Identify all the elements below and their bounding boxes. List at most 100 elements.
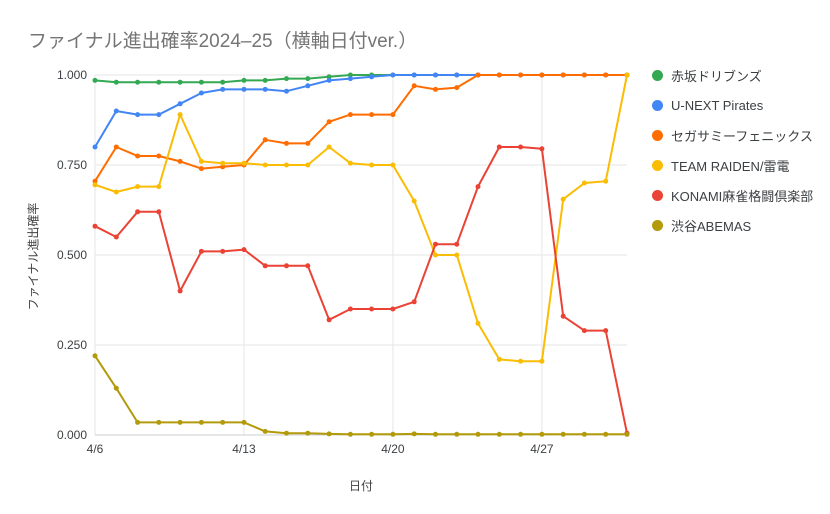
data-point bbox=[518, 358, 524, 364]
data-point bbox=[156, 112, 162, 118]
data-point bbox=[156, 209, 162, 215]
data-point bbox=[177, 158, 183, 164]
data-point bbox=[135, 419, 141, 425]
data-point bbox=[135, 79, 141, 85]
data-point bbox=[603, 328, 609, 334]
legend-label: 渋谷ABEMAS bbox=[671, 218, 752, 234]
data-point bbox=[518, 72, 524, 78]
data-point bbox=[113, 234, 119, 240]
data-point bbox=[241, 160, 247, 166]
data-point bbox=[539, 146, 545, 152]
data-point bbox=[262, 137, 268, 143]
data-point bbox=[156, 153, 162, 159]
data-point bbox=[262, 263, 268, 269]
data-point bbox=[113, 385, 119, 391]
data-point bbox=[92, 353, 98, 359]
data-point bbox=[390, 112, 396, 118]
legend-swatch-icon bbox=[652, 219, 663, 231]
data-point bbox=[326, 431, 332, 437]
data-point bbox=[475, 184, 481, 190]
data-point bbox=[305, 140, 311, 146]
data-point bbox=[198, 79, 204, 85]
data-point bbox=[220, 164, 226, 170]
data-point bbox=[284, 430, 289, 436]
series-line-4 bbox=[94, 146, 628, 435]
data-point bbox=[496, 356, 502, 362]
legend-swatch-icon bbox=[652, 69, 663, 81]
data-point bbox=[496, 431, 502, 437]
data-point bbox=[156, 184, 162, 190]
data-point bbox=[241, 77, 247, 83]
data-point bbox=[454, 85, 460, 91]
data-point bbox=[347, 160, 353, 166]
data-point bbox=[135, 112, 141, 118]
data-point bbox=[241, 247, 247, 253]
data-point bbox=[220, 86, 226, 92]
data-point bbox=[198, 166, 204, 172]
data-point bbox=[305, 76, 311, 82]
data-point bbox=[347, 72, 353, 78]
data-point bbox=[603, 72, 609, 78]
data-point bbox=[241, 86, 247, 92]
data-point bbox=[369, 112, 375, 118]
legend-item: U-NEXT Pirates bbox=[652, 90, 813, 120]
data-point bbox=[92, 223, 98, 229]
legend-swatch-icon bbox=[652, 189, 663, 201]
data-point bbox=[177, 101, 183, 107]
data-point bbox=[284, 76, 289, 82]
data-point bbox=[284, 140, 289, 146]
data-point bbox=[369, 306, 375, 312]
series-line-3 bbox=[94, 74, 628, 363]
data-point bbox=[177, 79, 183, 85]
data-point bbox=[496, 144, 502, 150]
data-point bbox=[177, 112, 183, 118]
y-tick-label: 0.000 bbox=[57, 428, 87, 442]
y-tick-label: 0.750 bbox=[57, 158, 87, 172]
data-point bbox=[454, 72, 460, 78]
data-point bbox=[433, 431, 438, 437]
series-line-5 bbox=[94, 354, 628, 436]
data-point bbox=[624, 72, 630, 78]
data-point bbox=[262, 162, 268, 168]
data-point bbox=[411, 72, 417, 78]
data-point bbox=[475, 431, 481, 437]
data-point bbox=[454, 431, 460, 437]
data-point bbox=[113, 79, 119, 85]
legend-label: KONAMI麻雀格闘倶楽部 bbox=[671, 188, 814, 204]
data-point bbox=[390, 306, 396, 312]
legend-swatch-icon bbox=[652, 99, 663, 111]
data-point bbox=[284, 88, 289, 94]
series-line-2 bbox=[94, 74, 628, 183]
data-point bbox=[262, 428, 268, 434]
data-point bbox=[220, 248, 226, 254]
x-tick-label: 4/27 bbox=[530, 442, 554, 456]
data-point bbox=[305, 263, 311, 269]
y-tick-label: 0.500 bbox=[57, 248, 87, 262]
data-point bbox=[539, 72, 545, 78]
data-point bbox=[326, 119, 332, 125]
data-point bbox=[92, 182, 98, 188]
data-point bbox=[198, 158, 204, 164]
data-point bbox=[539, 431, 545, 437]
legend-item: 赤坂ドリブンズ bbox=[652, 60, 813, 90]
data-point bbox=[518, 144, 524, 150]
chart-title: ファイナル進出確率2024–25（横軸日付ver.） bbox=[28, 31, 418, 52]
data-point bbox=[539, 358, 545, 364]
data-point bbox=[198, 419, 204, 425]
data-point bbox=[390, 431, 396, 437]
legend-item: セガサミーフェニックス bbox=[652, 120, 813, 150]
data-point bbox=[220, 79, 226, 85]
data-point bbox=[411, 431, 417, 437]
data-point bbox=[262, 77, 268, 83]
legend-label: TEAM RAIDEN/雷電 bbox=[671, 158, 790, 174]
data-point bbox=[369, 162, 375, 168]
legend-item: 渋谷ABEMAS bbox=[652, 210, 813, 240]
y-tick-label: 0.250 bbox=[57, 338, 87, 352]
data-point bbox=[454, 252, 460, 258]
data-point bbox=[177, 419, 183, 425]
legend-item: KONAMI麻雀格闘倶楽部 bbox=[652, 180, 813, 210]
data-point bbox=[305, 83, 311, 89]
data-point bbox=[135, 153, 141, 159]
